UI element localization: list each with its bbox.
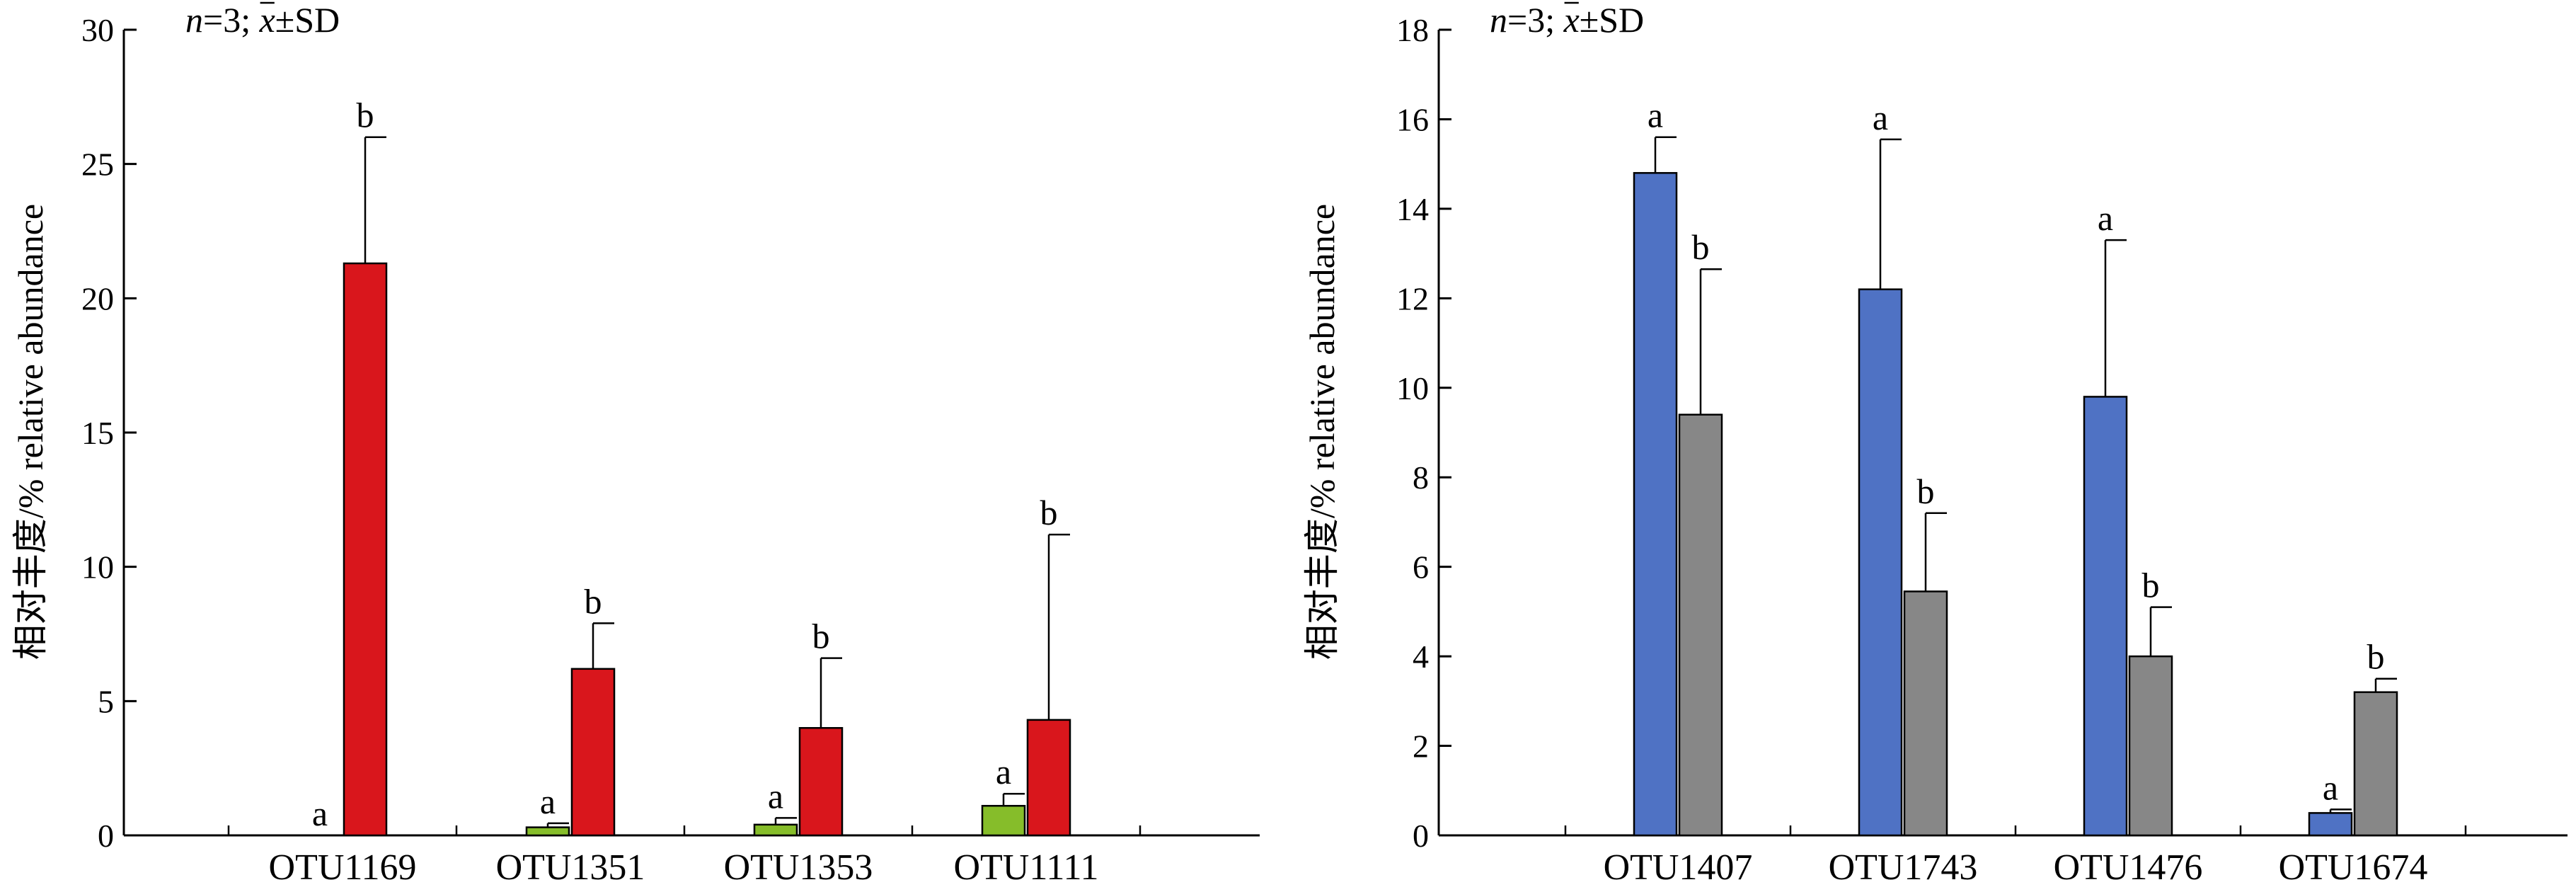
y-tick-label: 0 xyxy=(1413,818,1429,854)
significance-label: a xyxy=(1873,98,1888,137)
y-tick-label: 8 xyxy=(1413,459,1429,496)
bar xyxy=(2128,655,2173,837)
significance-label: a xyxy=(540,782,556,821)
bar xyxy=(570,668,616,837)
bar xyxy=(798,727,844,837)
category-label: OTU1674 xyxy=(2279,847,2428,888)
stats-annotation: n=3; x±SD xyxy=(1490,0,1644,40)
axes xyxy=(122,30,1260,837)
n-rest: =3; xyxy=(1507,0,1564,40)
significance-label: b xyxy=(585,581,602,621)
significance-label: a xyxy=(996,752,1011,791)
y-axis-label: 相对丰度/% relative abundance xyxy=(11,204,50,660)
significance-label: b xyxy=(1917,471,1935,511)
y-tick-label: 12 xyxy=(1396,280,1429,316)
bar xyxy=(2353,691,2398,837)
bar xyxy=(1026,719,1071,837)
bars: a b a b a b a b xyxy=(312,96,1071,837)
bar xyxy=(2308,812,2353,837)
bar xyxy=(753,823,798,837)
sd-text: ±SD xyxy=(275,0,340,40)
category-label: OTU1353 xyxy=(724,847,873,888)
category-label: OTU1743 xyxy=(1829,847,1978,888)
category-label: OTU1476 xyxy=(2054,847,2203,888)
y-tick-label: 2 xyxy=(1413,728,1429,765)
y-ticks: 0 2 4 6 8 10 12 14 16 18 xyxy=(1396,12,1451,854)
bar xyxy=(1678,413,1723,837)
category-label: OTU1407 xyxy=(1604,847,1753,888)
significance-label: a xyxy=(1648,96,1663,135)
bar xyxy=(343,262,388,837)
chart-left: 相对丰度/% relative abundance n=3; x±SD 0 5 10… xyxy=(11,0,1260,888)
y-tick-label: 0 xyxy=(98,818,114,854)
bar xyxy=(1633,172,1678,837)
significance-label: a xyxy=(768,776,783,816)
y-tick-label: 4 xyxy=(1413,639,1429,675)
y-tick-label: 6 xyxy=(1413,549,1429,585)
category-label: OTU1351 xyxy=(496,847,645,888)
category-label: OTU1111 xyxy=(953,847,1098,888)
significance-label: a xyxy=(2323,767,2338,807)
significance-label: a xyxy=(2098,198,2113,238)
category-label: OTU1169 xyxy=(269,847,417,888)
y-tick-label: 18 xyxy=(1396,12,1429,48)
bar xyxy=(981,805,1026,837)
y-tick-label: 15 xyxy=(81,415,114,451)
chart-right: 相对丰度/% relative abundance n=3; x±SD 0 2 4 6… xyxy=(1302,0,2568,888)
category-labels: OTU1169 OTU1351 OTU1353 OTU1111 xyxy=(269,847,1099,888)
significance-label: b xyxy=(357,96,374,135)
y-tick-label: 20 xyxy=(81,280,114,316)
bar xyxy=(525,826,570,837)
axes xyxy=(1437,30,2568,837)
category-labels: OTU1407 OTU1743 OTU1476 OTU1674 xyxy=(1604,847,2428,888)
mean-symbol: x xyxy=(1563,0,1580,40)
sd-text: ±SD xyxy=(1580,0,1644,40)
stats-annotation: n=3; x±SD xyxy=(185,0,340,40)
y-tick-label: 10 xyxy=(1396,370,1429,406)
bar xyxy=(2083,396,2128,837)
y-tick-label: 16 xyxy=(1396,101,1429,137)
n-symbol: n xyxy=(185,0,203,40)
bar xyxy=(1858,288,1903,837)
y-tick-label: 25 xyxy=(81,147,114,183)
y-tick-label: 5 xyxy=(98,683,114,719)
bars: a b a b a b a b xyxy=(1633,96,2398,837)
significance-label: b xyxy=(812,617,830,656)
y-tick-label: 14 xyxy=(1396,191,1429,227)
significance-label: b xyxy=(2367,637,2385,677)
significance-label: b xyxy=(1040,493,1058,532)
n-rest: =3; xyxy=(203,0,260,40)
bar xyxy=(1903,590,1948,837)
significance-label: b xyxy=(2142,566,2160,605)
y-ticks: 0 5 10 15 20 25 30 xyxy=(81,12,137,854)
y-tick-label: 10 xyxy=(81,549,114,585)
n-symbol: n xyxy=(1490,0,1507,40)
significance-label: b xyxy=(1692,227,1710,267)
significance-label: a xyxy=(312,794,328,833)
mean-symbol: x xyxy=(259,0,275,40)
y-axis-label: 相对丰度/% relative abundance xyxy=(1302,204,1342,660)
y-tick-label: 30 xyxy=(81,12,114,48)
